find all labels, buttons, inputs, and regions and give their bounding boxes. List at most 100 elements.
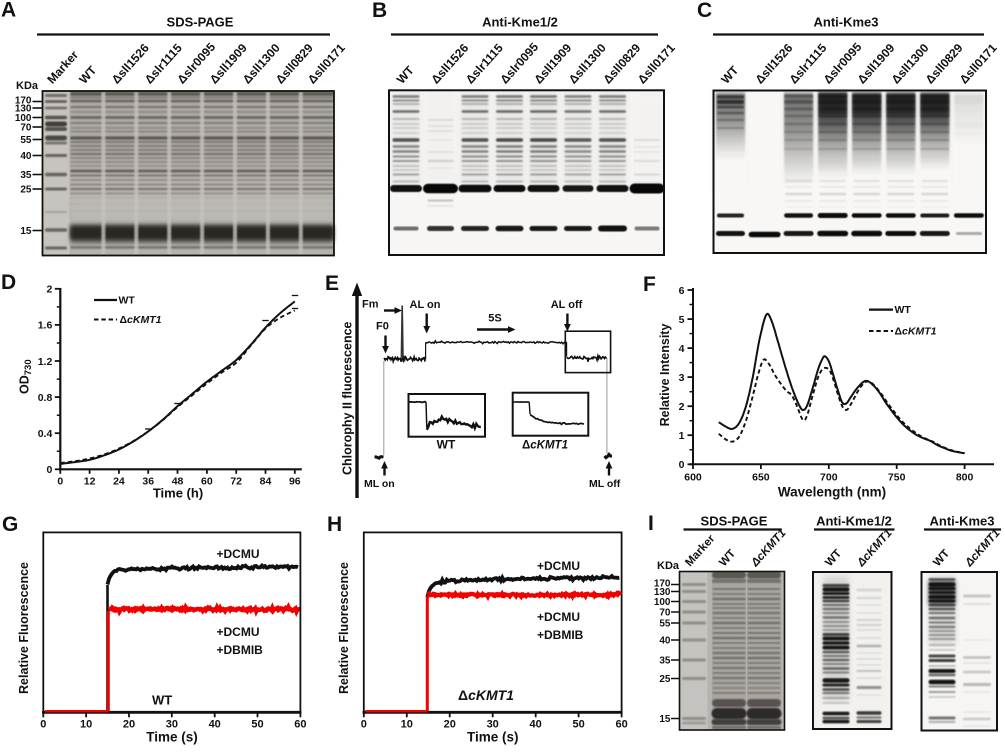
svg-text:AL on: AL on — [410, 299, 441, 311]
svg-text:SDS-PAGE: SDS-PAGE — [701, 514, 768, 529]
svg-text:50: 50 — [251, 719, 263, 731]
svg-text:50: 50 — [573, 719, 585, 731]
svg-text:72: 72 — [230, 476, 242, 488]
svg-text:+DCMU: +DCMU — [537, 559, 580, 573]
svg-text:1.6: 1.6 — [38, 320, 53, 332]
svg-text:800: 800 — [956, 472, 974, 484]
svg-text:170: 170 — [654, 579, 671, 590]
svg-text:60: 60 — [615, 719, 627, 731]
svg-text:40: 40 — [659, 636, 671, 647]
svg-text:0: 0 — [40, 719, 46, 731]
svg-text:48: 48 — [172, 476, 184, 488]
svg-text:H: H — [327, 513, 342, 536]
svg-text:60: 60 — [294, 719, 306, 731]
svg-text:30: 30 — [487, 719, 499, 731]
svg-text:650: 650 — [752, 472, 770, 484]
svg-text:+DCMU: +DCMU — [217, 625, 260, 639]
svg-text:750: 750 — [888, 472, 906, 484]
svg-text:84: 84 — [260, 476, 272, 488]
svg-text:G: G — [2, 513, 18, 536]
svg-text:Anti-Kme3: Anti-Kme3 — [813, 15, 878, 30]
svg-text:WT: WT — [895, 304, 912, 316]
svg-text:ΔcKMT1: ΔcKMT1 — [522, 440, 568, 452]
svg-text:2: 2 — [679, 401, 685, 413]
svg-text:100: 100 — [15, 113, 32, 124]
svg-text:15: 15 — [659, 714, 671, 725]
svg-text:55: 55 — [659, 619, 671, 630]
svg-text:0.4: 0.4 — [38, 428, 53, 440]
svg-text:A: A — [1, 0, 16, 22]
svg-text:Relative Fluorescence: Relative Fluorescence — [337, 562, 351, 694]
svg-text:+DBMIB: +DBMIB — [537, 628, 584, 642]
svg-text:F0: F0 — [376, 321, 389, 333]
svg-text:D: D — [1, 271, 16, 294]
svg-text:Wavelength (nm): Wavelength (nm) — [778, 485, 886, 500]
svg-text:ΔcKMT1: ΔcKMT1 — [458, 687, 514, 703]
svg-text:Relative Fluorescence: Relative Fluorescence — [17, 562, 31, 694]
svg-text:ML on: ML on — [364, 478, 395, 490]
svg-text:130: 130 — [15, 104, 32, 115]
svg-text:Time (s): Time (s) — [146, 730, 198, 745]
svg-text:20: 20 — [444, 719, 456, 731]
svg-text:600: 600 — [684, 472, 702, 484]
svg-text:25: 25 — [20, 185, 32, 196]
svg-text:55: 55 — [20, 135, 32, 146]
svg-text:96: 96 — [289, 476, 301, 488]
svg-text:5: 5 — [679, 314, 685, 326]
svg-text:Relative Intensity: Relative Intensity — [658, 324, 672, 427]
svg-text:Anti-Kme1/2: Anti-Kme1/2 — [482, 15, 558, 30]
svg-text:70: 70 — [659, 608, 671, 619]
svg-text:10: 10 — [80, 719, 92, 731]
svg-text:WT: WT — [152, 693, 172, 708]
svg-text:WT: WT — [119, 295, 136, 307]
svg-text:170: 170 — [15, 96, 32, 107]
svg-text:C: C — [697, 0, 712, 22]
svg-text:Anti-Kme3: Anti-Kme3 — [929, 514, 994, 529]
svg-text:4: 4 — [679, 343, 685, 355]
svg-text:Time (s): Time (s) — [467, 730, 519, 745]
svg-text:35: 35 — [659, 656, 671, 667]
svg-text:20: 20 — [123, 719, 135, 731]
svg-text:KDa: KDa — [16, 80, 39, 92]
svg-text:100: 100 — [654, 597, 671, 608]
svg-text:30: 30 — [166, 719, 178, 731]
svg-text:3: 3 — [679, 372, 685, 384]
svg-text:Fm: Fm — [362, 299, 379, 311]
svg-text:0: 0 — [361, 719, 367, 731]
svg-text:70: 70 — [20, 123, 32, 134]
svg-text:40: 40 — [530, 719, 542, 731]
svg-text:E: E — [325, 272, 339, 295]
svg-text:SDS-PAGE: SDS-PAGE — [167, 15, 234, 30]
svg-text:Time (h): Time (h) — [153, 486, 203, 501]
svg-text:2: 2 — [46, 284, 52, 296]
svg-text:F: F — [643, 273, 656, 296]
svg-text:36: 36 — [142, 476, 154, 488]
svg-text:I: I — [648, 512, 654, 535]
svg-text:+DCMU: +DCMU — [537, 610, 580, 624]
svg-text:25: 25 — [659, 674, 671, 685]
svg-text:ML off: ML off — [589, 478, 621, 490]
svg-text:1: 1 — [679, 430, 685, 442]
svg-text:Chlorophy II fluorescence: Chlorophy II fluorescence — [341, 321, 355, 475]
svg-text:KDa: KDa — [657, 560, 680, 572]
svg-text:1.2: 1.2 — [38, 356, 53, 368]
svg-text:40: 40 — [20, 151, 32, 162]
svg-text:60: 60 — [201, 476, 213, 488]
svg-text:+DCMU: +DCMU — [217, 547, 260, 561]
svg-text:+DBMIB: +DBMIB — [217, 643, 264, 657]
svg-text:ΔcKMT1: ΔcKMT1 — [120, 314, 162, 326]
svg-text:6: 6 — [679, 285, 685, 297]
svg-text:0: 0 — [57, 476, 63, 488]
svg-text:0: 0 — [46, 464, 52, 476]
svg-text:24: 24 — [113, 476, 125, 488]
svg-text:700: 700 — [820, 472, 838, 484]
svg-text:40: 40 — [209, 719, 221, 731]
svg-text:Anti-Kme1/2: Anti-Kme1/2 — [816, 514, 892, 529]
svg-text:15: 15 — [20, 226, 32, 237]
svg-text:AL off: AL off — [551, 299, 583, 311]
svg-text:130: 130 — [654, 587, 671, 598]
svg-text:WT: WT — [437, 438, 456, 452]
svg-text:0: 0 — [679, 459, 685, 471]
svg-text:35: 35 — [20, 170, 32, 181]
svg-text:5S: 5S — [488, 313, 501, 325]
